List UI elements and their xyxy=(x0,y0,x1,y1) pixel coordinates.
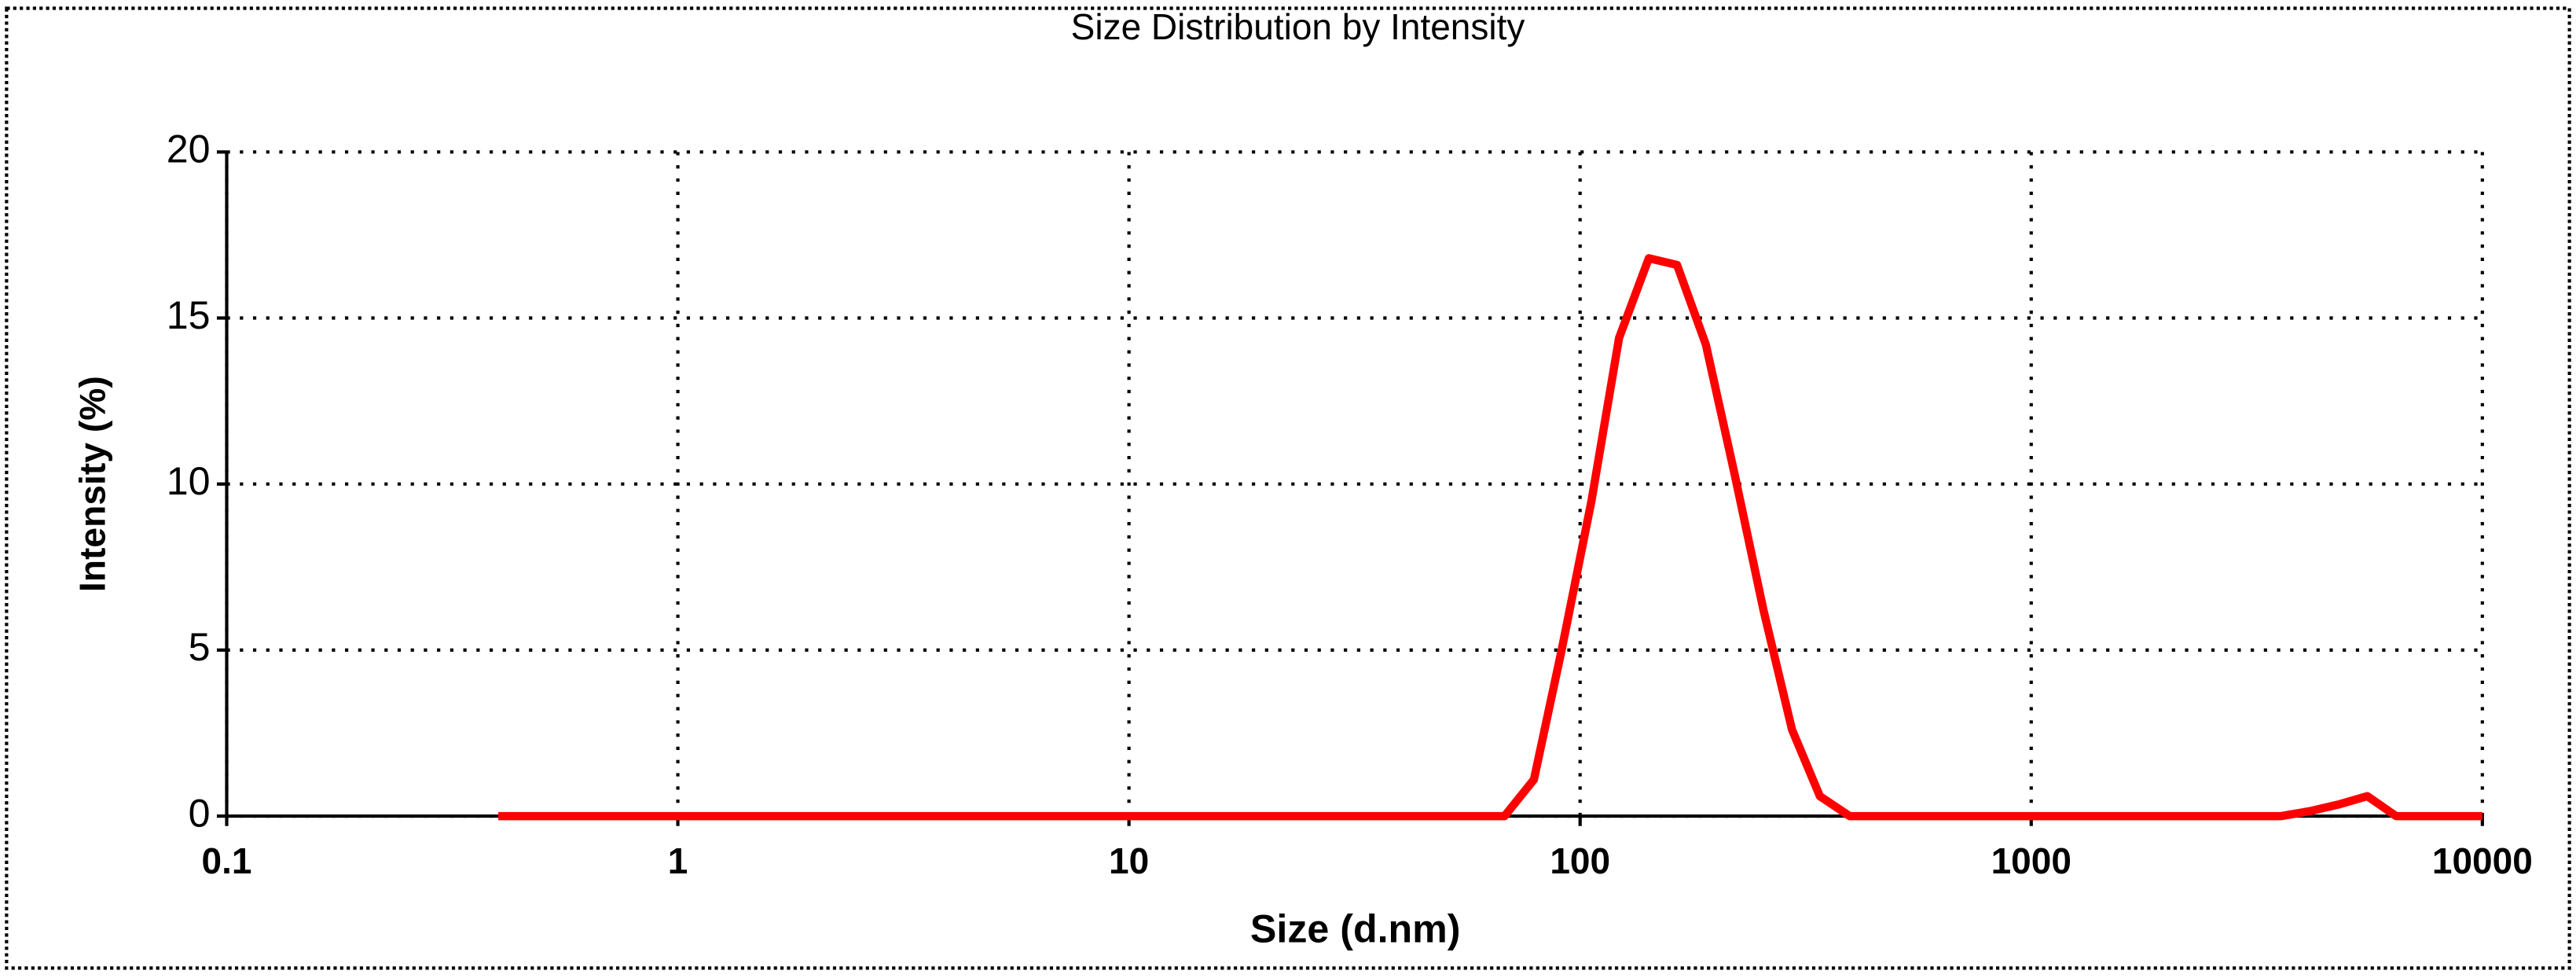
x-tick-label: 10000 xyxy=(2432,840,2533,881)
y-tick-label: 0 xyxy=(189,790,211,835)
x-tick-label: 1000 xyxy=(1991,840,2071,881)
x-tick-label: 100 xyxy=(1550,840,1610,881)
x-tick-label: 0.1 xyxy=(202,840,252,881)
y-tick-label: 10 xyxy=(167,458,211,503)
chart-title: Size Distribution by Intensity xyxy=(1071,6,1525,47)
y-tick-label: 15 xyxy=(167,292,211,337)
x-tick-label: 10 xyxy=(1109,840,1149,881)
x-axis-label: Size (d.nm) xyxy=(1250,906,1461,950)
y-axis-label: Intensity (%) xyxy=(72,376,113,592)
y-tick-label: 5 xyxy=(189,624,211,669)
frame xyxy=(5,6,2571,970)
y-tick-label: 20 xyxy=(167,127,211,171)
x-tick-label: 1 xyxy=(668,840,688,881)
data-line xyxy=(498,254,2482,821)
